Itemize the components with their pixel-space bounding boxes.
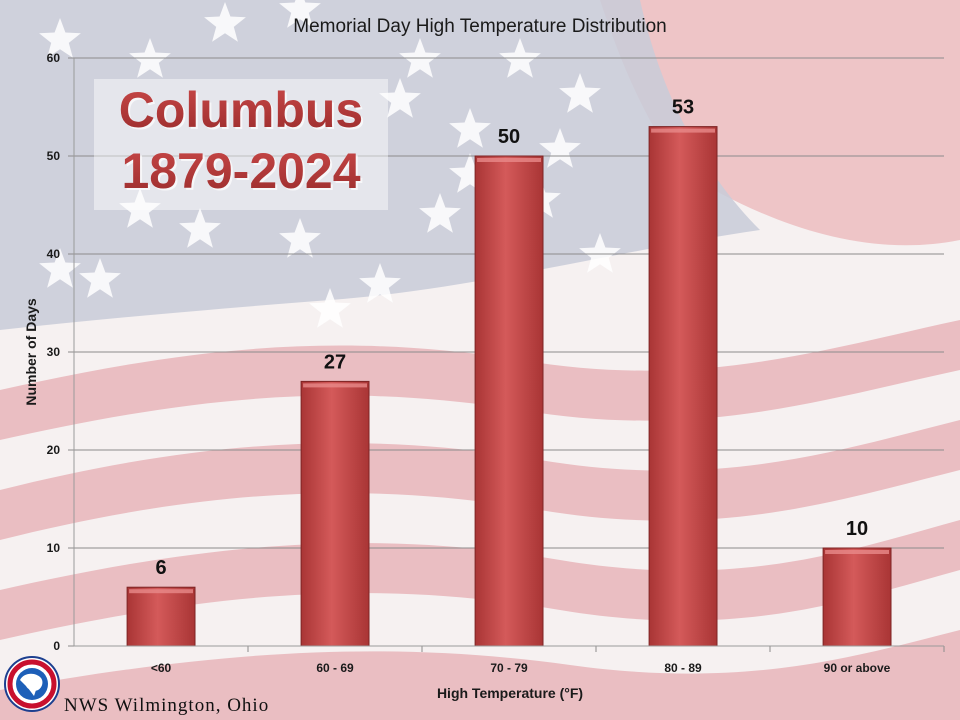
y-tick-label: 60 [47,51,61,65]
y-tick-label: 50 [47,149,61,163]
y-tick-label: 40 [47,247,61,261]
bars [126,126,892,647]
data-label: 6 [155,557,166,579]
location-name: Columbus [119,82,363,138]
star-shape [539,128,581,168]
location-name-shadow: Columbus [121,84,365,140]
x-tick-label: 90 or above [824,661,891,675]
period-of-record: 1879-2024 [121,143,360,199]
x-tick-label: 60 - 69 [316,661,354,675]
star-shape [309,288,351,328]
star-shape [449,108,491,148]
nws-logo-icon [4,656,60,712]
bar-highlight [651,128,715,133]
star-shape [39,18,81,58]
y-tick-label: 20 [47,443,61,457]
star-shape [419,193,461,233]
data-labels: 6 27 50 53 10 [155,97,868,580]
star-shape [359,263,401,303]
star-shape [449,153,491,193]
agency-footer: NWS Wilmington, Ohio [64,695,269,716]
x-tick-label: 80 - 89 [664,661,702,675]
bar-highlight [477,158,541,162]
star-shape [119,188,161,228]
bar [126,586,196,647]
y-tick-labels: 0 10 20 30 40 50 60 [47,51,61,653]
x-tick-labels: <60 60 - 69 70 - 79 80 - 89 90 or above [151,646,945,675]
bar-highlight [303,383,367,388]
y-tick-label: 0 [53,639,60,653]
star-shape [39,248,81,288]
bar [300,380,370,647]
plot-area: 0 10 20 30 40 50 60 6 27 50 53 10 <60 60 - 69 70 - 7… [47,51,945,675]
star-shape [204,2,246,42]
chart-title: Memorial Day High Temperature Distributi… [293,16,666,37]
bar [474,155,544,647]
x-tick-label: 70 - 79 [490,661,528,675]
location-overlay: Columbus Columbus 1879-2024 1879-2024 [94,79,388,210]
x-tick-label: <60 [151,661,172,675]
bar-highlight [825,550,889,554]
star-shape [79,258,121,298]
x-axis-label: High Temperature (°F) [437,685,583,701]
data-label: 10 [846,518,868,540]
bar-highlight [129,589,193,594]
data-label: 27 [324,351,346,373]
y-tick-label: 30 [47,345,61,359]
bar [648,126,718,647]
bar [822,547,892,647]
location-overlay-box [94,79,388,210]
star-shape [279,0,321,28]
star-shape [579,233,621,273]
data-label: 50 [498,126,520,148]
star-shape [559,73,601,113]
period-shadow: 1879-2024 [123,145,362,201]
data-label: 53 [672,97,694,119]
star-shape [179,208,221,248]
y-axis-label: Number of Days [23,298,39,406]
star-shape [279,218,321,258]
star-shape [379,78,421,118]
y-tick-label: 10 [47,541,61,555]
